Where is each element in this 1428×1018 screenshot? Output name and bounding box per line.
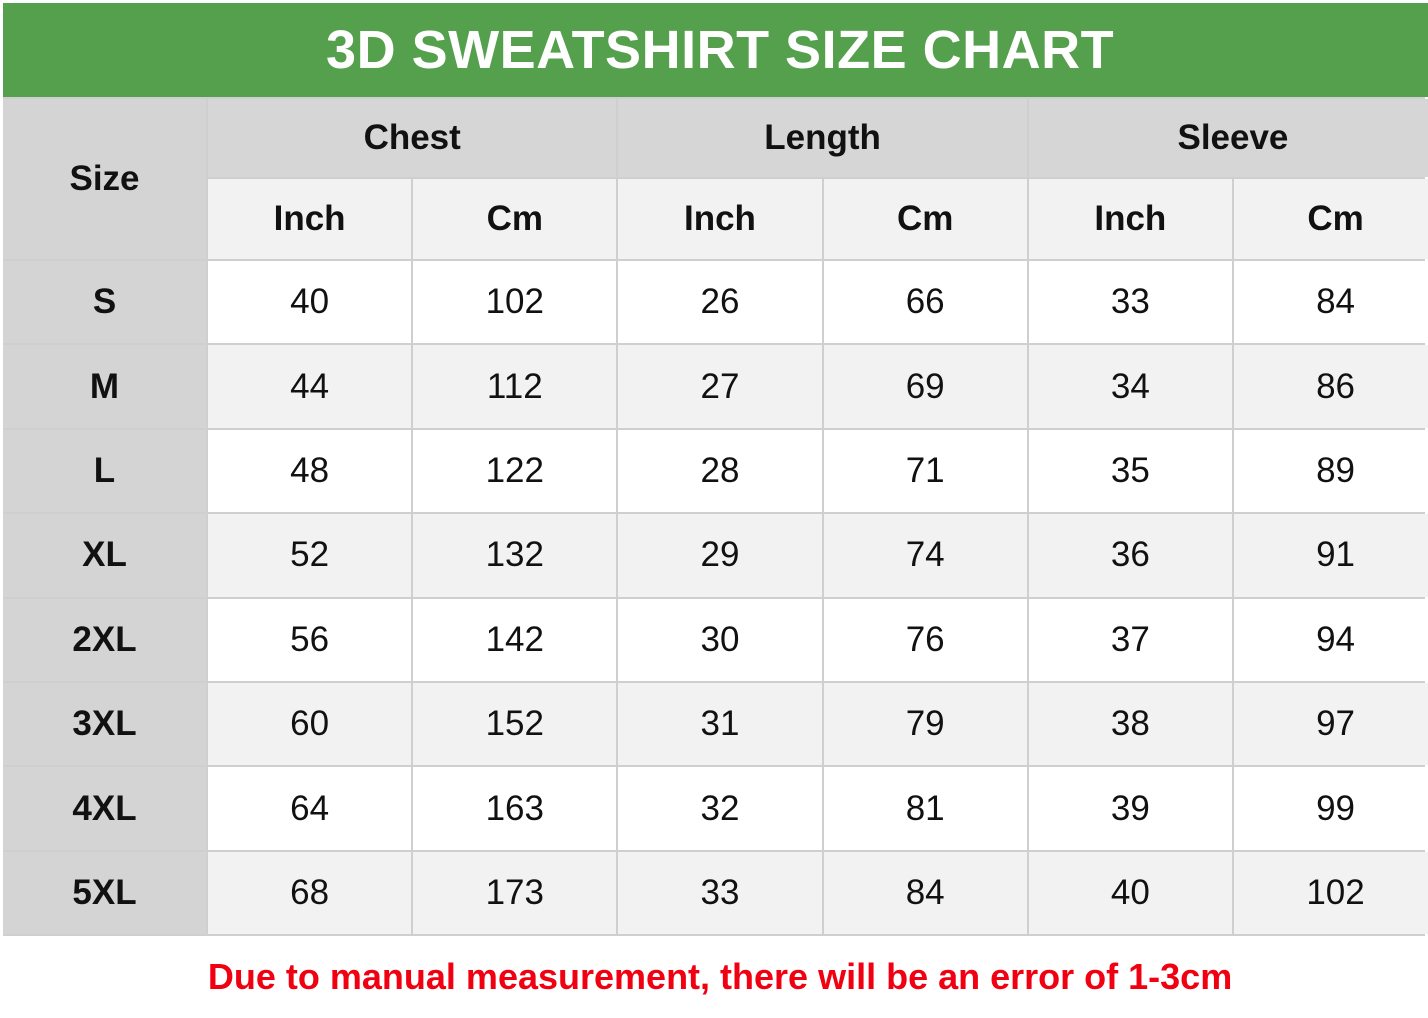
table-cell: 71 bbox=[823, 429, 1027, 513]
group-header-length: Length bbox=[618, 99, 1027, 177]
table-cell: 39 bbox=[1028, 767, 1232, 850]
table-cell: 56 bbox=[208, 598, 412, 681]
unit-header: Inch bbox=[1028, 179, 1232, 259]
size-label: 4XL bbox=[3, 767, 206, 850]
table-cell: 64 bbox=[208, 767, 412, 850]
table-cell: 86 bbox=[1233, 345, 1428, 428]
table-cell: 69 bbox=[823, 345, 1027, 428]
table-cell: 44 bbox=[208, 345, 412, 428]
size-label: 2XL bbox=[3, 598, 206, 681]
size-label: XL bbox=[3, 514, 206, 597]
table-cell: 84 bbox=[1233, 261, 1428, 344]
table-cell: 38 bbox=[1028, 682, 1232, 766]
table-cell: 40 bbox=[1028, 851, 1232, 935]
table-cell: 81 bbox=[823, 767, 1027, 850]
table-cell: 163 bbox=[413, 767, 617, 850]
measurement-note: Due to manual measurement, there will be… bbox=[3, 936, 1428, 1018]
table-cell: 112 bbox=[413, 345, 617, 428]
table-cell: 40 bbox=[208, 261, 412, 344]
table-cell: 132 bbox=[413, 514, 617, 597]
table-cell: 26 bbox=[618, 261, 822, 344]
table-cell: 74 bbox=[823, 514, 1027, 597]
table-cell: 33 bbox=[618, 851, 822, 935]
group-header-sleeve: Sleeve bbox=[1028, 99, 1428, 177]
table-cell: 79 bbox=[823, 682, 1027, 766]
chart-title: 3D SWEATSHIRT SIZE CHART bbox=[3, 3, 1428, 97]
table-cell: 48 bbox=[208, 429, 412, 513]
table-cell: 68 bbox=[208, 851, 412, 935]
size-label: M bbox=[3, 345, 206, 428]
size-chart-table: 3D SWEATSHIRT SIZE CHART Size Chest Leng… bbox=[3, 3, 1428, 1018]
size-label: 5XL bbox=[3, 851, 206, 935]
table-cell: 29 bbox=[618, 514, 822, 597]
table-cell: 89 bbox=[1233, 429, 1428, 513]
table-cell: 60 bbox=[208, 682, 412, 766]
table-cell: 102 bbox=[413, 261, 617, 344]
size-label: 3XL bbox=[3, 682, 206, 766]
table-cell: 27 bbox=[618, 345, 822, 428]
size-label: S bbox=[3, 261, 206, 344]
unit-header: Cm bbox=[413, 179, 617, 259]
table-cell: 36 bbox=[1028, 514, 1232, 597]
group-header-chest: Chest bbox=[208, 99, 617, 177]
table-cell: 91 bbox=[1233, 514, 1428, 597]
unit-header: Cm bbox=[823, 179, 1027, 259]
table-cell: 32 bbox=[618, 767, 822, 850]
table-cell: 102 bbox=[1233, 851, 1428, 935]
table-cell: 76 bbox=[823, 598, 1027, 681]
table-cell: 52 bbox=[208, 514, 412, 597]
table-cell: 37 bbox=[1028, 598, 1232, 681]
unit-header: Cm bbox=[1233, 179, 1428, 259]
size-header: Size bbox=[3, 99, 206, 259]
table-cell: 173 bbox=[413, 851, 617, 935]
table-cell: 30 bbox=[618, 598, 822, 681]
table-cell: 122 bbox=[413, 429, 617, 513]
unit-header: Inch bbox=[208, 179, 412, 259]
table-cell: 31 bbox=[618, 682, 822, 766]
table-cell: 66 bbox=[823, 261, 1027, 344]
table-cell: 152 bbox=[413, 682, 617, 766]
table-cell: 97 bbox=[1233, 682, 1428, 766]
table-cell: 33 bbox=[1028, 261, 1232, 344]
table-cell: 28 bbox=[618, 429, 822, 513]
table-cell: 84 bbox=[823, 851, 1027, 935]
table-cell: 34 bbox=[1028, 345, 1232, 428]
size-label: L bbox=[3, 429, 206, 513]
table-cell: 35 bbox=[1028, 429, 1232, 513]
table-cell: 94 bbox=[1233, 598, 1428, 681]
table-cell: 99 bbox=[1233, 767, 1428, 850]
unit-header: Inch bbox=[618, 179, 822, 259]
table-cell: 142 bbox=[413, 598, 617, 681]
